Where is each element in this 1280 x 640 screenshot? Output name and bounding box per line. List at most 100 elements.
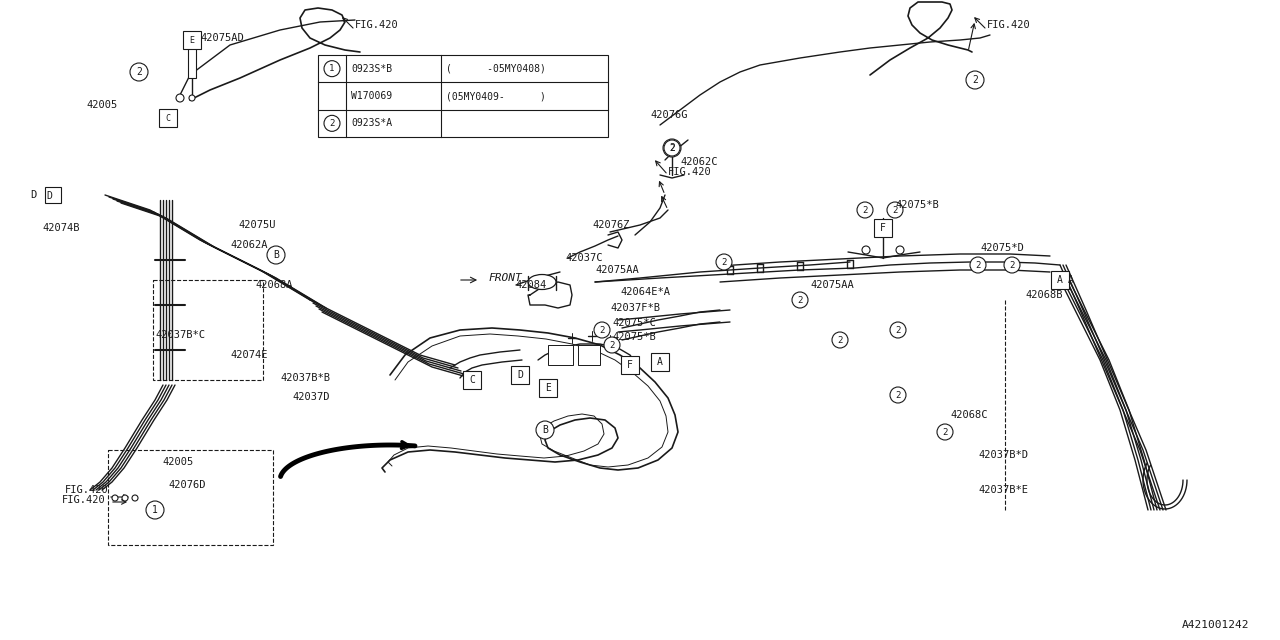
Bar [463,371,481,389]
Text: B: B [273,250,279,260]
Text: 2: 2 [136,67,142,77]
Text: C: C [468,375,475,385]
Text: C: C [165,113,170,122]
Circle shape [324,61,340,77]
Text: 1: 1 [152,505,157,515]
Text: 42075*C: 42075*C [612,318,655,328]
Text: 42037D: 42037D [292,392,329,402]
Ellipse shape [529,275,556,289]
Circle shape [887,202,902,218]
Text: 42005: 42005 [86,100,118,110]
Text: A: A [1057,275,1062,285]
Text: FIG.420: FIG.420 [61,495,106,505]
Circle shape [146,501,164,519]
Text: 2: 2 [1010,260,1015,269]
Circle shape [832,332,849,348]
Text: 2: 2 [863,205,868,214]
Text: FRONT: FRONT [488,273,522,283]
Text: 42074B: 42074B [42,223,79,233]
Circle shape [177,94,184,102]
Bar [874,219,892,237]
Text: FIG.420: FIG.420 [668,167,712,177]
Text: 0923S*B: 0923S*B [351,63,392,74]
Text: FIG.420: FIG.420 [355,20,399,30]
Bar [159,109,177,127]
Text: 42075AA: 42075AA [810,280,854,290]
Circle shape [113,495,118,501]
Text: 42005: 42005 [163,457,193,467]
Text: 2: 2 [609,340,614,349]
Circle shape [970,257,986,273]
Text: F: F [627,360,632,370]
Text: 42076Z: 42076Z [593,220,630,230]
Circle shape [890,322,906,338]
Bar [317,55,608,137]
Bar [548,345,573,365]
Text: D: D [517,370,524,380]
Text: 42076G: 42076G [650,110,687,120]
Bar [45,187,61,203]
Text: 42075AA: 42075AA [595,265,639,275]
Text: 42075U: 42075U [238,220,275,230]
Circle shape [663,139,681,157]
Circle shape [324,115,340,131]
Text: 42075*D: 42075*D [980,243,1024,253]
Circle shape [966,71,984,89]
Circle shape [132,495,138,501]
Circle shape [664,140,680,156]
Text: 42062C: 42062C [680,157,718,167]
Text: F: F [881,223,886,233]
Text: FIG.420: FIG.420 [987,20,1030,30]
Circle shape [131,63,148,81]
Text: 2: 2 [669,143,675,153]
Text: 42075AD: 42075AD [200,33,243,43]
Text: 42075*B: 42075*B [612,332,655,342]
Text: 42037B*B: 42037B*B [280,373,330,383]
Text: (      -05MY0408): ( -05MY0408) [445,63,545,74]
Text: 42037B*E: 42037B*E [978,485,1028,495]
Text: E: E [189,35,195,45]
Text: 42037B*D: 42037B*D [978,450,1028,460]
Bar [621,356,639,374]
Text: D: D [29,190,36,200]
Text: 42064E*A: 42064E*A [620,287,669,297]
Text: 2: 2 [972,75,978,85]
Text: 42068C: 42068C [950,410,987,420]
Bar [1051,271,1069,289]
Bar [154,280,262,380]
Text: 2: 2 [329,119,334,128]
Text: 42037F*B: 42037F*B [611,303,660,313]
Text: A: A [1068,275,1074,285]
Text: 2: 2 [669,143,675,152]
Circle shape [792,292,808,308]
Bar [188,48,196,78]
Text: 42037B*C: 42037B*C [155,330,205,340]
Circle shape [861,246,870,254]
Bar [539,379,557,397]
Circle shape [122,495,128,501]
Bar [579,345,600,365]
Text: 42062A: 42062A [230,240,268,250]
Circle shape [858,202,873,218]
Text: 2: 2 [599,326,604,335]
Text: 2: 2 [722,257,727,266]
Text: FIG.420: FIG.420 [65,485,109,495]
Text: 0923S*A: 0923S*A [351,118,392,129]
Text: 2: 2 [837,335,842,344]
Text: A421001242: A421001242 [1181,620,1249,630]
Text: 2: 2 [892,205,897,214]
Text: 42075*B: 42075*B [895,200,938,210]
Text: (05MY0409-      ): (05MY0409- ) [445,91,545,101]
Circle shape [1004,257,1020,273]
Text: B: B [541,425,548,435]
Text: 42076D: 42076D [168,480,206,490]
Bar [183,31,201,49]
Circle shape [716,254,732,270]
Bar [108,450,273,545]
Text: 2: 2 [797,296,803,305]
Text: 42074E: 42074E [230,350,268,360]
Circle shape [189,95,195,101]
Circle shape [594,322,611,338]
Text: 2: 2 [895,326,901,335]
Text: 1: 1 [329,64,334,73]
